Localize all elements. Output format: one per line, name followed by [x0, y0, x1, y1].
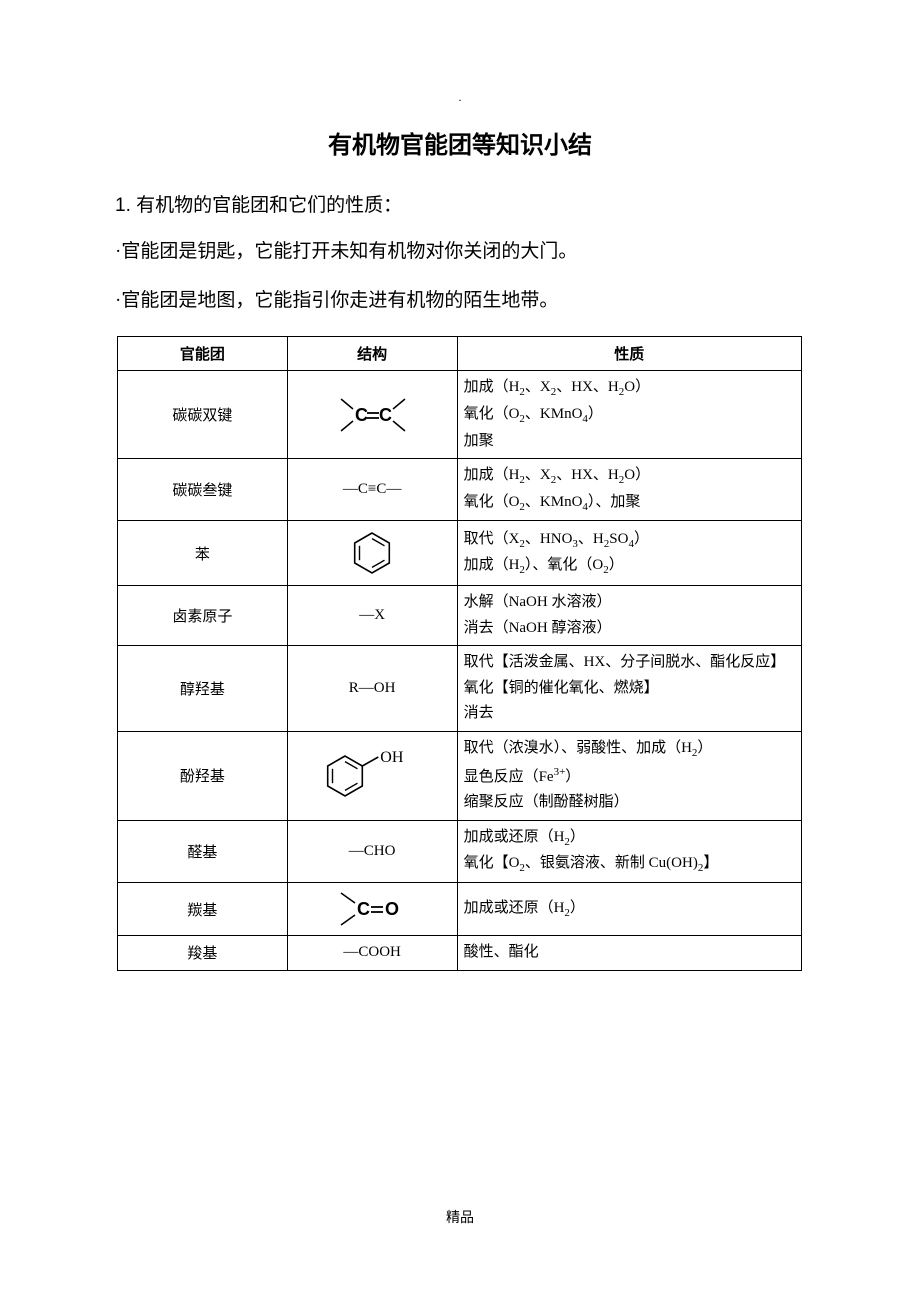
bullet-line-2: ·官能团是地图，它能指引你走进有机物的陌生地带。	[115, 288, 805, 315]
cell-struct: —X	[287, 586, 457, 646]
cell-prop: 加成或还原（H2）	[457, 883, 801, 936]
cell-prop: 加成或还原（H2）氧化【O2、银氨溶液、新制 Cu(OH)2】	[457, 820, 801, 882]
cell-group: 羰基	[118, 883, 288, 936]
cell-group: 醛基	[118, 820, 288, 882]
cell-struct	[287, 521, 457, 586]
cell-prop: 酸性、酯化	[457, 936, 801, 971]
header-struct: 结构	[287, 337, 457, 371]
cell-struct: —C≡C—	[287, 459, 457, 521]
cell-prop: 取代【活泼金属、HX、分子间脱水、酯化反应】氧化【铜的催化氧化、燃烧】消去	[457, 646, 801, 732]
svg-text:C: C	[357, 899, 370, 919]
table-row: 苯 取代（X2、HNO3、H2SO4）加成（H2）、氧化（O2）	[118, 521, 802, 586]
section-heading: 1. 有机物的官能团和它们的性质：	[115, 190, 805, 217]
header-prop: 性质	[457, 337, 801, 371]
svg-text:C: C	[379, 405, 392, 425]
cell-prop: 取代（X2、HNO3、H2SO4）加成（H2）、氧化（O2）	[457, 521, 801, 586]
table-row: 羰基 CO 加成或还原（H2）	[118, 883, 802, 936]
table-row: 酚羟基 OH 取代（浓溴水）、弱酸性、加成（H2）显色反应（Fe3+）缩聚反应（制酚…	[118, 731, 802, 820]
cell-prop: 加成（H2、X2、HX、H2O）氧化（O2、KMnO4）、加聚	[457, 459, 801, 521]
table-row: 碳碳叁键 —C≡C— 加成（H2、X2、HX、H2O）氧化（O2、KMnO4）、加聚	[118, 459, 802, 521]
double-bond-icon: CC	[317, 393, 427, 437]
carbonyl-icon: CO	[317, 887, 427, 931]
cell-prop: 取代（浓溴水）、弱酸性、加成（H2）显色反应（Fe3+）缩聚反应（制酚醛树脂）	[457, 731, 801, 820]
cell-group: 卤素原子	[118, 586, 288, 646]
functional-group-table: 官能团 结构 性质 碳碳双键CC加成（H2、X2、HX、H2O）氧化（O2、KM…	[117, 336, 802, 970]
table-body: 碳碳双键CC加成（H2、X2、HX、H2O）氧化（O2、KMnO4）加聚碳碳叁键…	[118, 371, 802, 970]
struct-text: —CHO	[349, 843, 396, 859]
svg-text:OH: OH	[380, 749, 404, 766]
svg-text:O: O	[385, 899, 399, 919]
doc-title: 有机物官能团等知识小结	[115, 125, 805, 160]
svg-text:C: C	[355, 405, 368, 425]
table-row: 醛基 —CHO 加成或还原（H2）氧化【O2、银氨溶液、新制 Cu(OH)2】	[118, 820, 802, 882]
struct-text: —COOH	[343, 944, 401, 960]
cell-struct: R—OH	[287, 646, 457, 732]
cell-struct: CC	[287, 371, 457, 459]
cell-prop: 水解（NaOH 水溶液）消去（NaOH 醇溶液）	[457, 586, 801, 646]
cell-group: 羧基	[118, 936, 288, 971]
benzene-icon	[342, 525, 402, 581]
table-row: 碳碳双键 CC 加成（H2、X2、HX、H2O）氧化（O2、KMnO4）加聚	[118, 371, 802, 459]
cell-group: 醇羟基	[118, 646, 288, 732]
cell-group: 苯	[118, 521, 288, 586]
cell-struct: CO	[287, 883, 457, 936]
phenol-icon: OH	[317, 746, 427, 806]
table-row: 醇羟基 R—OH 取代【活泼金属、HX、分子间脱水、酯化反应】氧化【铜的催化氧化、燃…	[118, 646, 802, 732]
table-row: 卤素原子 —X 水解（NaOH 水溶液）消去（NaOH 醇溶液）	[118, 586, 802, 646]
page-top-dot: .	[459, 90, 462, 105]
cell-group: 碳碳叁键	[118, 459, 288, 521]
struct-text: R—OH	[349, 680, 396, 696]
bullet-line-1: ·官能团是钥匙，它能打开未知有机物对你关闭的大门。	[115, 239, 805, 266]
cell-group: 碳碳双键	[118, 371, 288, 459]
cell-group: 酚羟基	[118, 731, 288, 820]
cell-struct: —COOH	[287, 936, 457, 971]
struct-text: —C≡C—	[343, 481, 401, 497]
table-row: 羧基 —COOH 酸性、酯化	[118, 936, 802, 971]
page-footer: 精品	[446, 1207, 474, 1227]
table-header-row: 官能团 结构 性质	[118, 337, 802, 371]
cell-struct: —CHO	[287, 820, 457, 882]
cell-prop: 加成（H2、X2、HX、H2O）氧化（O2、KMnO4）加聚	[457, 371, 801, 459]
header-group: 官能团	[118, 337, 288, 371]
cell-struct: OH	[287, 731, 457, 820]
struct-text: —X	[359, 607, 385, 623]
